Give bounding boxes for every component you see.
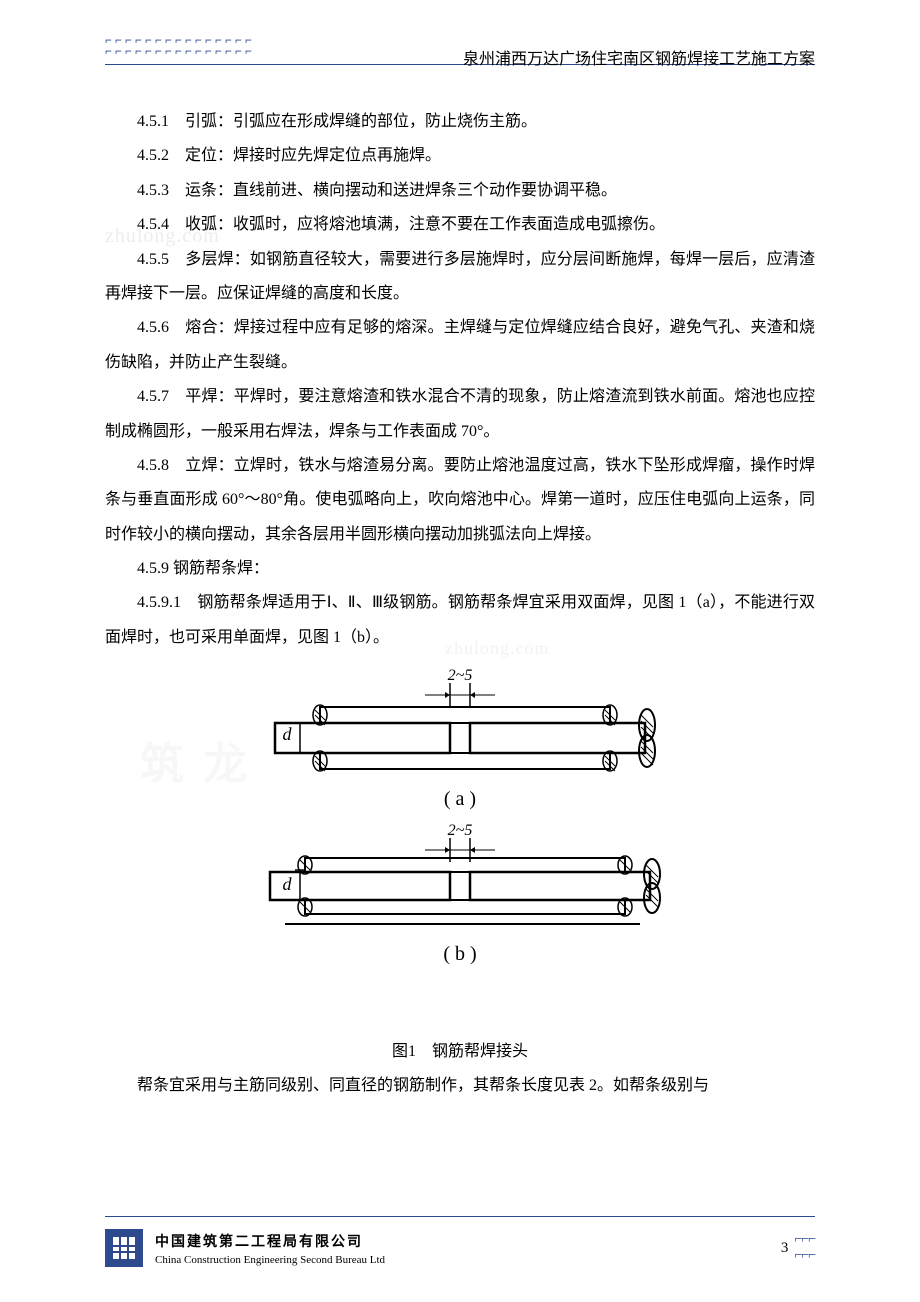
weld-bead-large bbox=[639, 709, 655, 741]
content-body: 4.5.1 引弧：引弧应在形成焊缝的部位，防止烧伤主筋。 4.5.2 定位：焊接… bbox=[105, 105, 815, 1103]
paragraph: 4.5.4 收弧：收弧时，应将熔池填满，注意不要在工作表面造成电弧擦伤。 bbox=[105, 208, 815, 242]
figure-caption: 图1 钢筋帮焊接头 bbox=[105, 1035, 815, 1069]
paragraph: 4.5.7 平焊：平焊时，要注意熔渣和铁水混合不清的现象，防止熔渣流到铁水前面。… bbox=[105, 380, 815, 449]
paragraph: 帮条宜采用与主筋同级别、同直径的钢筋制作，其帮条长度见表 2。如帮条级别与 bbox=[105, 1069, 815, 1103]
company-logo bbox=[105, 1229, 143, 1267]
company-name-en: China Construction Engineering Second Bu… bbox=[155, 1254, 385, 1266]
page-number-area: 3 ⌐⌐⌐⌐⌐⌐ bbox=[781, 1232, 815, 1264]
paragraph: 4.5.1 引弧：引弧应在形成焊缝的部位，防止烧伤主筋。 bbox=[105, 105, 815, 139]
diagram-a: 2~5 d bbox=[275, 667, 655, 810]
paragraph: 4.5.9 钢筋帮条焊： bbox=[105, 552, 815, 586]
weld-bead-large bbox=[644, 859, 660, 889]
footer-company: 中国建筑第二工程局有限公司 China Construction Enginee… bbox=[155, 1231, 385, 1266]
page-decoration-icon: ⌐⌐⌐⌐⌐⌐ bbox=[794, 1232, 815, 1264]
document-title: 泉州浦西万达广场住宅南区钢筋焊接工艺施工方案 bbox=[463, 45, 815, 69]
page-footer: 中国建筑第二工程局有限公司 China Construction Enginee… bbox=[105, 1229, 815, 1267]
svg-text:2~5: 2~5 bbox=[448, 822, 473, 839]
footer-divider bbox=[105, 1216, 815, 1217]
paragraph: 4.5.9.1 钢筋帮条焊适用于Ⅰ、Ⅱ、Ⅲ级钢筋。钢筋帮条焊宜采用双面焊，见图 … bbox=[105, 586, 815, 655]
figure-1: 2~5 d bbox=[105, 665, 815, 1028]
rebar-weld-diagram: 2~5 d bbox=[245, 665, 675, 1015]
svg-text:d: d bbox=[283, 874, 293, 894]
svg-text:2~5: 2~5 bbox=[448, 667, 473, 684]
svg-text:( a ): ( a ) bbox=[444, 788, 476, 810]
page-number: 3 bbox=[781, 1240, 789, 1257]
diagram-b: 2~5 d bbox=[270, 822, 660, 965]
company-name-cn: 中国建筑第二工程局有限公司 bbox=[155, 1231, 385, 1251]
paragraph: 4.5.2 定位：焊接时应先焊定位点再施焊。 bbox=[105, 139, 815, 173]
svg-text:d: d bbox=[283, 724, 293, 744]
paragraph: 4.5.6 熔合：焊接过程中应有足够的熔深。主焊缝与定位焊缝应结合良好，避免气孔… bbox=[105, 311, 815, 380]
weld-bead-large bbox=[644, 883, 660, 913]
svg-text:( b ): ( b ) bbox=[443, 943, 476, 965]
paragraph: 4.5.5 多层焊：如钢筋直径较大，需要进行多层施焊时，应分层间断施焊，每焊一层… bbox=[105, 243, 815, 312]
paragraph: 4.5.8 立焊：立焊时，铁水与熔渣易分离。要防止熔池温度过高，铁水下坠形成焊瘤… bbox=[105, 449, 815, 552]
weld-bead-large bbox=[639, 735, 655, 767]
page-header: ⌐⌐⌐⌐⌐⌐⌐⌐⌐⌐⌐⌐⌐⌐⌐ ⌐⌐⌐⌐⌐⌐⌐⌐⌐⌐⌐⌐⌐⌐⌐ 泉州浦西万达广场… bbox=[105, 35, 815, 65]
paragraph: 4.5.3 运条：直线前进、横向摆动和送进焊条三个动作要协调平稳。 bbox=[105, 174, 815, 208]
